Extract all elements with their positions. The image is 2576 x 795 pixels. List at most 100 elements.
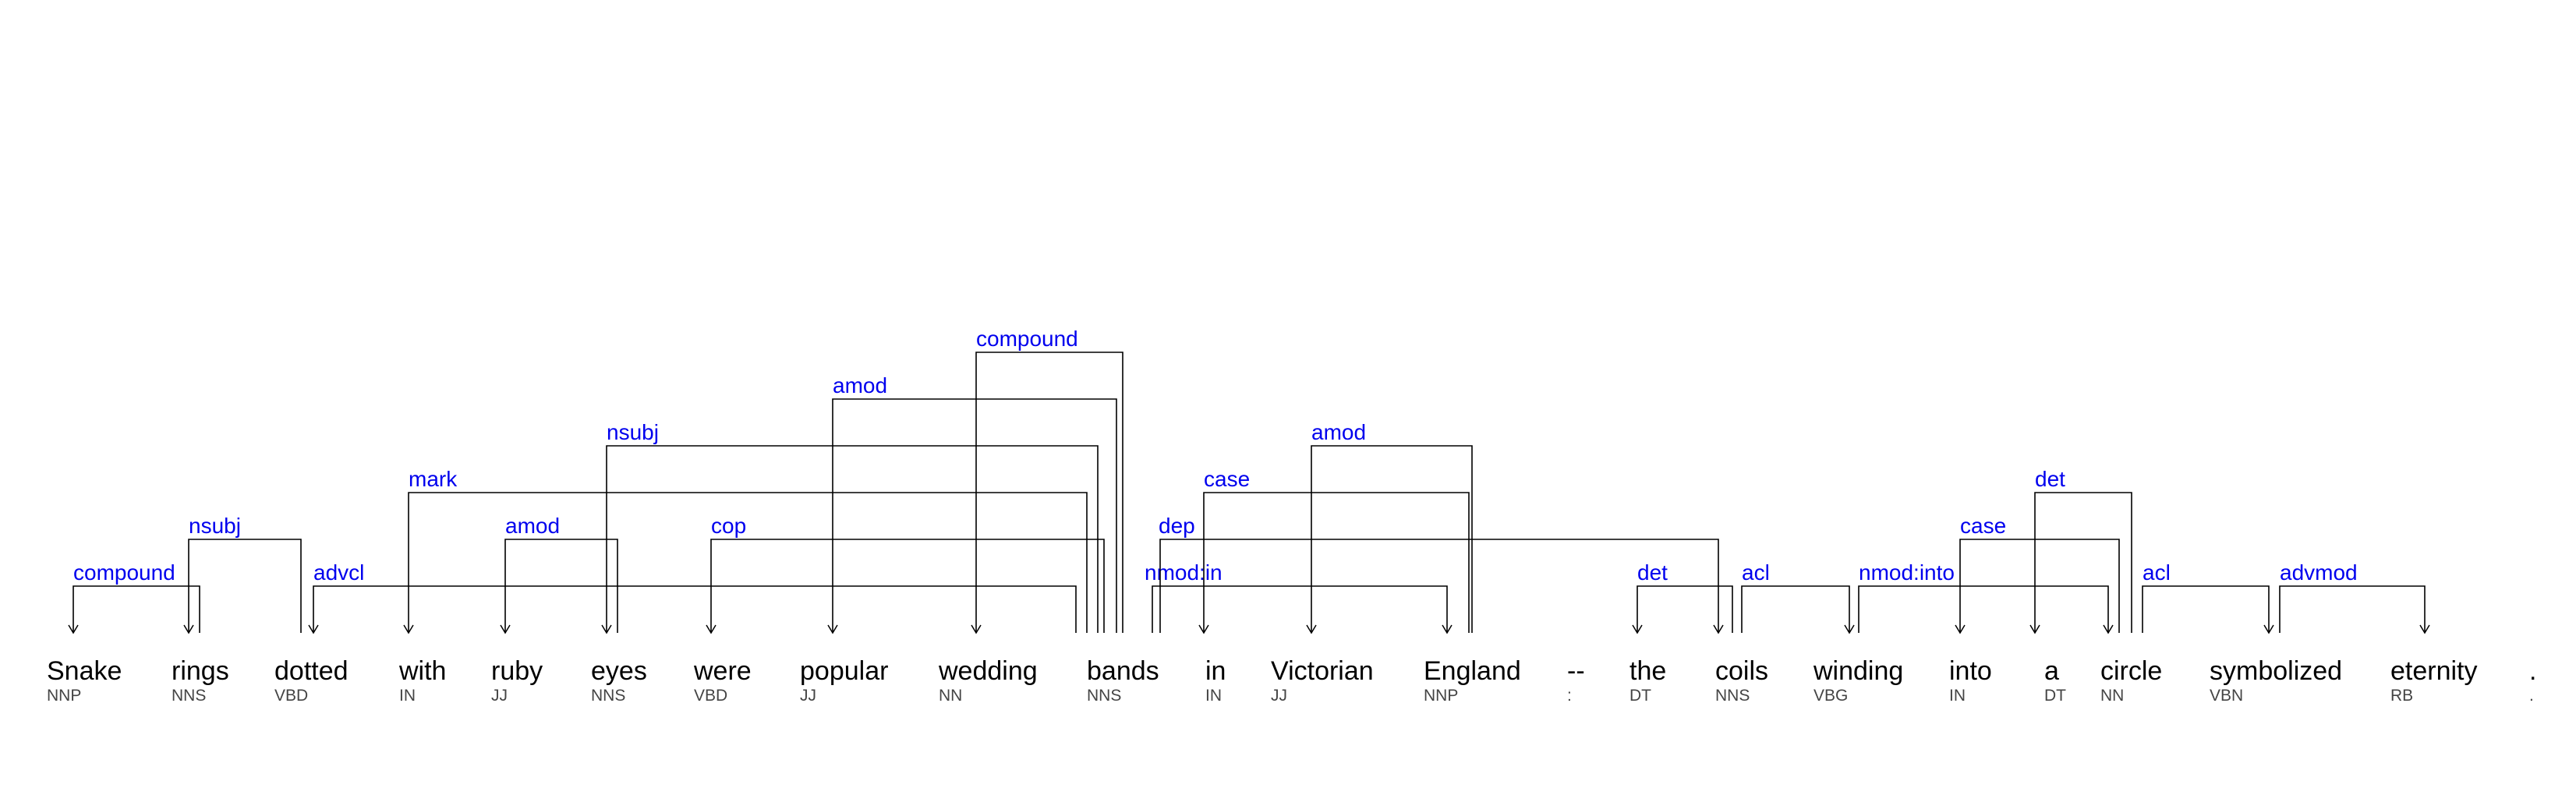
token-word: eternity [2390, 656, 2478, 686]
dependency-arc: cop [706, 514, 1105, 634]
token-word: England [1424, 656, 1521, 686]
token-word: eyes [591, 656, 647, 686]
arc-line [1955, 539, 2120, 634]
relation-label: case [1204, 467, 1250, 491]
dependency-arc: nsubj [601, 420, 1099, 634]
relation-label: nmod:in [1145, 560, 1223, 585]
dependency-arc: det [1632, 560, 1733, 634]
token-pos-tag: NN [939, 687, 962, 705]
token-pos-tag: NNS [172, 687, 206, 705]
token-word: dotted [274, 656, 349, 686]
dependency-arc: dep [1159, 514, 1724, 634]
arc-line [1306, 445, 1473, 634]
relation-label: nmod:into [1859, 560, 1955, 585]
token-pos-tag: NNS [591, 687, 625, 705]
token-word: a [2044, 656, 2059, 686]
token-pos-tag: RB [2390, 687, 2413, 705]
token-word: coils [1715, 656, 1768, 686]
token-pos-tag: IN [399, 687, 416, 705]
arc-line [68, 585, 200, 634]
arc-line [403, 492, 1088, 634]
token: .. [2529, 656, 2536, 705]
dependency-arc: amod [500, 514, 618, 634]
dependency-arcs: compound nsubj advcl mark amod nsubj cop amod co… [68, 327, 2430, 634]
token-word: -- [1567, 656, 1585, 686]
token-pos-tag: : [1567, 687, 1572, 705]
arc-line [971, 352, 1123, 634]
token-pos-tag: IN [1949, 687, 1966, 705]
relation-label: amod [1311, 420, 1366, 444]
relation-label: nsubj [607, 420, 659, 444]
arc-line [2142, 585, 2274, 634]
dependency-arc: case [1955, 514, 2120, 634]
relation-label: compound [73, 560, 175, 585]
token: aDT [2044, 656, 2066, 705]
arc-line [1741, 585, 1855, 634]
relation-label: dep [1159, 514, 1195, 538]
arc-line [1858, 585, 2114, 634]
token-word: with [398, 656, 446, 686]
relation-label: advmod [2280, 560, 2358, 585]
token-word: into [1949, 656, 1992, 686]
token-word: popular [800, 656, 888, 686]
token-word: ruby [491, 656, 543, 686]
token-pos-tag: NNS [1715, 687, 1750, 705]
relation-label: cop [711, 514, 746, 538]
dependency-arc: case [1198, 467, 1470, 634]
dependency-arc: nmod:in [1145, 560, 1453, 634]
token-pos-tag: NNP [47, 687, 81, 705]
arc-line [2279, 585, 2430, 634]
arc-line [1632, 585, 1733, 634]
token: --: [1567, 656, 1585, 705]
dependency-arc: acl [2142, 560, 2274, 634]
arc-line [1198, 492, 1470, 634]
token-word: wedding [938, 656, 1038, 686]
token-word: rings [172, 656, 229, 686]
arc-line [827, 398, 1117, 634]
token-word: winding [1813, 656, 1903, 686]
dependency-arc: mark [403, 467, 1088, 634]
token-pos-tag: NNP [1424, 687, 1458, 705]
tokens: SnakeNNPringsNNSdottedVBDwithINrubyJJeye… [47, 656, 2536, 705]
token-pos-tag: VBD [274, 687, 308, 705]
token-pos-tag: DT [2044, 687, 2066, 705]
relation-label: advcl [313, 560, 364, 585]
token-word: the [1629, 656, 1666, 686]
dependency-arc: amod [1306, 420, 1473, 634]
dependency-arc: advmod [2279, 560, 2430, 634]
token-pos-tag: VBN [2210, 687, 2243, 705]
arc-line [1152, 585, 1453, 634]
dependency-arc: advcl [308, 560, 1077, 634]
relation-label: nsubj [189, 514, 241, 538]
arc-line [2029, 492, 2132, 634]
arc-line [706, 539, 1105, 634]
dependency-arc: nmod:into [1858, 560, 2114, 634]
relation-label: acl [2143, 560, 2171, 585]
token-pos-tag: IN [1205, 687, 1222, 705]
token-word: . [2529, 656, 2536, 686]
relation-label: amod [505, 514, 560, 538]
token-word: Snake [47, 656, 122, 686]
arc-line [183, 539, 302, 634]
dependency-arc: amod [827, 373, 1117, 634]
relation-label: det [1637, 560, 1668, 585]
dependency-arc: det [2029, 467, 2132, 634]
